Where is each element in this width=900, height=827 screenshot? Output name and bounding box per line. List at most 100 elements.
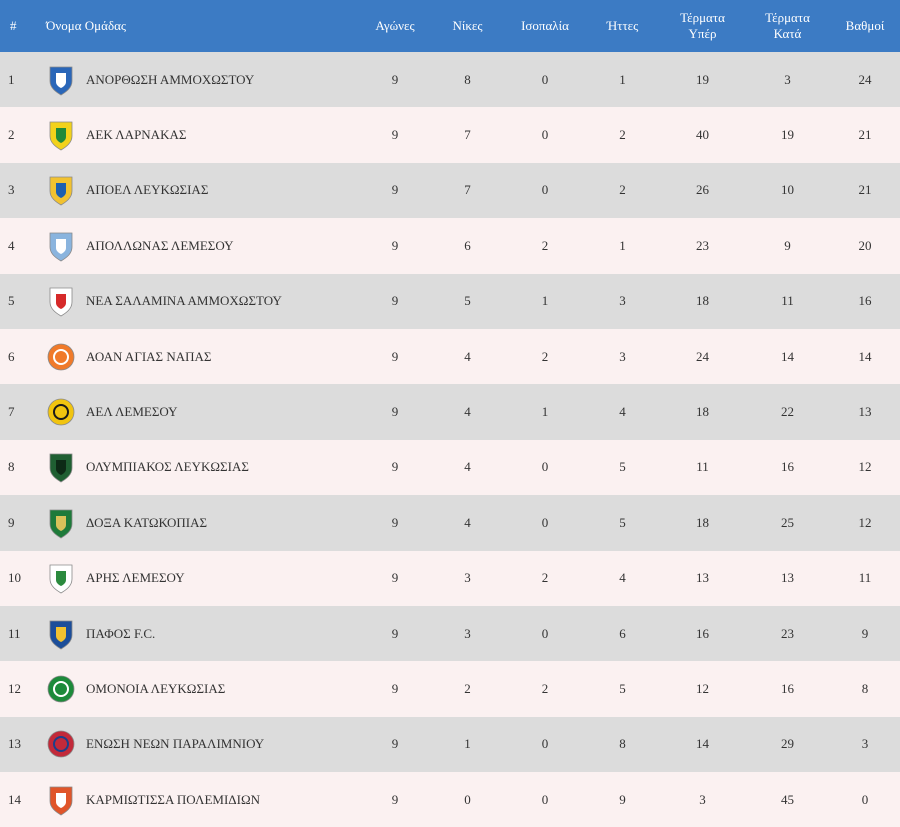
team-name: ΑΠΟΕΛ ΛΕΥΚΩΣΙΑΣ xyxy=(86,182,209,198)
played-cell: 9 xyxy=(391,127,399,143)
draws-cell: 2 xyxy=(541,237,549,253)
team-link[interactable]: ΝΕΑ ΣΑΛΑΜΙΝΑ ΑΜΜΟΧΩΣΤΟΥ xyxy=(46,284,360,318)
team-link[interactable]: ΑΠΟΕΛ ΛΕΥΚΩΣΙΑΣ xyxy=(46,173,360,207)
draws-cell: 0 xyxy=(541,625,549,641)
wins-cell: 2 xyxy=(464,680,471,696)
draws-cell: 0 xyxy=(541,71,549,87)
team-link[interactable]: ΟΛΥΜΠΙΑΚΟΣ ΛΕΥΚΩΣΙΑΣ xyxy=(46,450,360,484)
table-body: 1 ΑΝΟΡΘΩΣΗ ΑΜΜΟΧΩΣΤΟΥ 9 8 0 1 19 3 24 2 … xyxy=(0,52,900,827)
position-cell: 3 xyxy=(8,182,15,198)
header-goals-for-line2: Υπέρ xyxy=(688,26,717,41)
team-link[interactable]: ΑΡΗΣ ΛΕΜΕΣΟΥ xyxy=(46,561,360,595)
team-link[interactable]: ΑΝΟΡΘΩΣΗ ΑΜΜΟΧΩΣΤΟΥ xyxy=(46,63,360,97)
team-cell: ΑΝΟΡΘΩΣΗ ΑΜΜΟΧΩΣΤΟΥ xyxy=(46,52,360,107)
header-goals-against[interactable]: Τέρματα Κατά xyxy=(745,0,830,52)
goals-for-cell: 3 xyxy=(699,791,706,807)
team-name: ΑΡΗΣ ΛΕΜΕΣΟΥ xyxy=(86,570,185,586)
team-name: ΑΟΑΝ ΑΓΙΑΣ ΝΑΠΑΣ xyxy=(86,348,212,364)
position-cell: 7 xyxy=(8,404,15,420)
header-draws[interactable]: Ισοπαλία xyxy=(521,18,569,33)
position-cell: 4 xyxy=(8,237,15,253)
team-name: ΠΑΦΟΣ F.C. xyxy=(86,625,156,641)
played-cell: 9 xyxy=(391,625,399,641)
points-cell: 20 xyxy=(858,237,872,253)
team-link[interactable]: ΑΟΑΝ ΑΓΙΑΣ ΝΑΠΑΣ xyxy=(46,340,360,374)
goals-for-cell: 40 xyxy=(696,127,709,143)
goals-for-cell: 18 xyxy=(696,293,709,309)
points-cell: 13 xyxy=(858,404,872,420)
wins-cell: 6 xyxy=(464,237,471,253)
position-cell: 12 xyxy=(8,680,21,696)
header-goals-for[interactable]: Τέρματα Υπέρ xyxy=(660,0,745,52)
header-wins[interactable]: Νίκες xyxy=(452,18,483,33)
team-cell: ΑΕΚ ΛΑΡΝΑΚΑΣ xyxy=(46,107,360,162)
played-cell: 9 xyxy=(391,348,399,364)
header-goals-against-line2: Κατά xyxy=(773,26,802,41)
apollon-crest-icon xyxy=(46,229,76,263)
draws-cell: 1 xyxy=(541,293,549,309)
header-position[interactable]: # xyxy=(10,18,17,33)
position-cell: 11 xyxy=(8,625,21,641)
draws-cell: 0 xyxy=(541,514,549,530)
draws-cell: 0 xyxy=(541,182,549,198)
omonia-crest-icon xyxy=(46,672,76,706)
header-goals-for-line1: Τέρματα xyxy=(680,10,725,25)
points-cell: 3 xyxy=(861,736,869,752)
played-cell: 9 xyxy=(391,71,399,87)
team-cell: ΑΠΟΕΛ ΛΕΥΚΩΣΙΑΣ xyxy=(46,163,360,218)
header-team-name[interactable]: Όνομα Ομάδας xyxy=(46,18,127,33)
team-link[interactable]: ΟΜΟΝΟΙΑ ΛΕΥΚΩΣΙΑΣ xyxy=(46,672,360,706)
goals-against-cell: 45 xyxy=(781,791,794,807)
played-cell: 9 xyxy=(391,182,399,198)
goals-for-cell: 24 xyxy=(696,348,709,364)
played-cell: 9 xyxy=(391,570,399,586)
table-row: 3 ΑΠΟΕΛ ΛΕΥΚΩΣΙΑΣ 9 7 0 2 26 10 21 xyxy=(0,162,900,219)
losses-cell: 4 xyxy=(619,570,626,586)
team-name: ΔΟΞΑ ΚΑΤΩΚΟΠΙΑΣ xyxy=(86,514,208,530)
team-link[interactable]: ΕΝΩΣΗ ΝΕΩΝ ΠΑΡΑΛΙΜΝΙΟΥ xyxy=(46,727,360,761)
goals-against-cell: 16 xyxy=(781,459,794,475)
team-cell: ΟΛΥΜΠΙΑΚΟΣ ΛΕΥΚΩΣΙΑΣ xyxy=(46,440,360,495)
goals-against-cell: 10 xyxy=(781,182,794,198)
table-row: 1 ΑΝΟΡΘΩΣΗ ΑΜΜΟΧΩΣΤΟΥ 9 8 0 1 19 3 24 xyxy=(0,52,900,108)
played-cell: 9 xyxy=(391,459,399,475)
doxa-crest-icon xyxy=(46,506,76,540)
position-cell: 8 xyxy=(8,459,15,475)
team-link[interactable]: ΚΑΡΜΙΩΤΙΣΣΑ ΠΟΛΕΜΙΔΙΩΝ xyxy=(46,783,360,817)
header-points[interactable]: Βαθμοί xyxy=(845,18,885,33)
table-row: 13 ΕΝΩΣΗ ΝΕΩΝ ΠΑΡΑΛΙΜΝΙΟΥ 9 1 0 8 14 29 … xyxy=(0,716,900,773)
draws-cell: 0 xyxy=(541,736,549,752)
team-link[interactable]: ΔΟΞΑ ΚΑΤΩΚΟΠΙΑΣ xyxy=(46,506,360,540)
goals-for-cell: 13 xyxy=(696,570,709,586)
team-name: ΚΑΡΜΙΩΤΙΣΣΑ ΠΟΛΕΜΙΔΙΩΝ xyxy=(86,791,261,807)
team-cell: ΔΟΞΑ ΚΑΤΩΚΟΠΙΑΣ xyxy=(46,495,360,550)
team-link[interactable]: ΠΑΦΟΣ F.C. xyxy=(46,617,360,651)
team-link[interactable]: ΑΕΚ ΛΑΡΝΑΚΑΣ xyxy=(46,118,360,152)
draws-cell: 2 xyxy=(541,570,549,586)
position-cell: 14 xyxy=(8,791,21,807)
table-row: 6 ΑΟΑΝ ΑΓΙΑΣ ΝΑΠΑΣ 9 4 2 3 24 14 14 xyxy=(0,328,900,385)
losses-cell: 4 xyxy=(619,404,626,420)
draws-cell: 0 xyxy=(541,791,549,807)
played-cell: 9 xyxy=(391,237,399,253)
team-link[interactable]: ΑΕΛ ΛΕΜΕΣΟΥ xyxy=(46,395,360,429)
pafos-crest-icon xyxy=(46,617,76,651)
position-cell: 5 xyxy=(8,293,15,309)
team-cell: ΕΝΩΣΗ ΝΕΩΝ ΠΑΡΑΛΙΜΝΙΟΥ xyxy=(46,717,360,772)
draws-cell: 2 xyxy=(541,348,549,364)
goals-for-cell: 12 xyxy=(696,680,709,696)
team-name: ΟΜΟΝΟΙΑ ΛΕΥΚΩΣΙΑΣ xyxy=(86,680,226,696)
draws-cell: 2 xyxy=(541,680,549,696)
team-cell: ΑΡΗΣ ΛΕΜΕΣΟΥ xyxy=(46,551,360,606)
wins-cell: 3 xyxy=(464,570,471,586)
header-losses[interactable]: Ήττες xyxy=(606,18,639,33)
goals-against-cell: 19 xyxy=(781,127,794,143)
team-link[interactable]: ΑΠΟΛΛΩΝΑΣ ΛΕΜΕΣΟΥ xyxy=(46,229,360,263)
table-row: 5 ΝΕΑ ΣΑΛΑΜΙΝΑ ΑΜΜΟΧΩΣΤΟΥ 9 5 1 3 18 11 … xyxy=(0,273,900,329)
karmiotissa-crest-icon xyxy=(46,783,76,817)
header-played[interactable]: Αγώνες xyxy=(375,18,415,33)
goals-against-cell: 16 xyxy=(781,680,794,696)
apoel-crest-icon xyxy=(46,173,76,207)
wins-cell: 7 xyxy=(464,127,471,143)
goals-for-cell: 11 xyxy=(696,459,709,475)
